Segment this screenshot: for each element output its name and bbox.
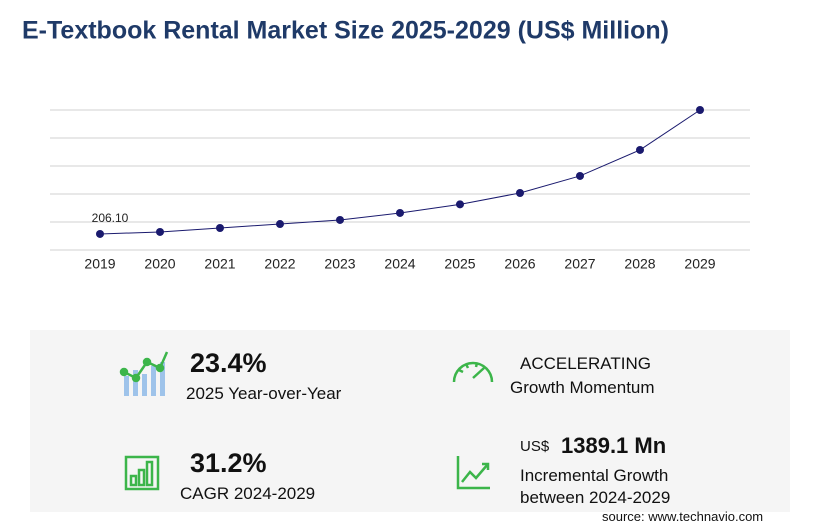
point xyxy=(336,215,344,224)
point xyxy=(516,188,524,197)
point xyxy=(276,220,284,229)
data-label: 206.10 xyxy=(92,211,129,225)
x-tick-label: 2019 xyxy=(84,256,115,272)
x-tick-label: 2027 xyxy=(564,256,595,272)
point xyxy=(216,223,224,232)
stat-label: Incremental Growth xyxy=(520,466,669,485)
stat-value: 31.2% xyxy=(190,448,267,478)
stat-value: ACCELERATING xyxy=(520,354,651,373)
stat-label: CAGR 2024-2029 xyxy=(180,484,316,503)
point xyxy=(96,229,104,238)
point xyxy=(156,227,164,236)
x-tick-label: 2025 xyxy=(444,256,475,272)
point xyxy=(396,208,404,217)
icon-incremental xyxy=(456,456,490,490)
point xyxy=(576,171,584,180)
x-tick-label: 2026 xyxy=(504,256,535,272)
point xyxy=(636,145,644,154)
point xyxy=(456,200,464,209)
icon-gauge xyxy=(452,361,494,383)
stat-value: 1389.1 Mn xyxy=(561,433,667,458)
x-tick-label: 2020 xyxy=(144,256,175,272)
x-tick-label: 2029 xyxy=(684,256,715,272)
x-tick-label: 2023 xyxy=(324,256,355,272)
stat-label: Growth Momentum xyxy=(510,378,655,397)
icon-cagr xyxy=(124,455,160,491)
point xyxy=(696,106,704,114)
stat-value: 23.4% xyxy=(190,348,267,378)
stat-label: 2025 Year-over-Year xyxy=(186,384,342,403)
x-tick-label: 2028 xyxy=(624,256,655,272)
x-tick-label: 2024 xyxy=(384,256,415,272)
stat-label: between 2024-2029 xyxy=(520,488,671,507)
stat-unit: US$ xyxy=(520,438,550,455)
chart-title: E-Textbook Rental Market Size 2025-2029 … xyxy=(22,17,669,45)
icon-yoy xyxy=(119,351,169,396)
chart: E-Textbook Rental Market Size 2025-2029 … xyxy=(22,17,750,272)
x-tick-label: 2022 xyxy=(264,256,295,272)
stats-panel xyxy=(30,330,790,512)
x-tick-label: 2021 xyxy=(204,256,235,272)
source: source: www.technavio.com xyxy=(602,509,764,524)
